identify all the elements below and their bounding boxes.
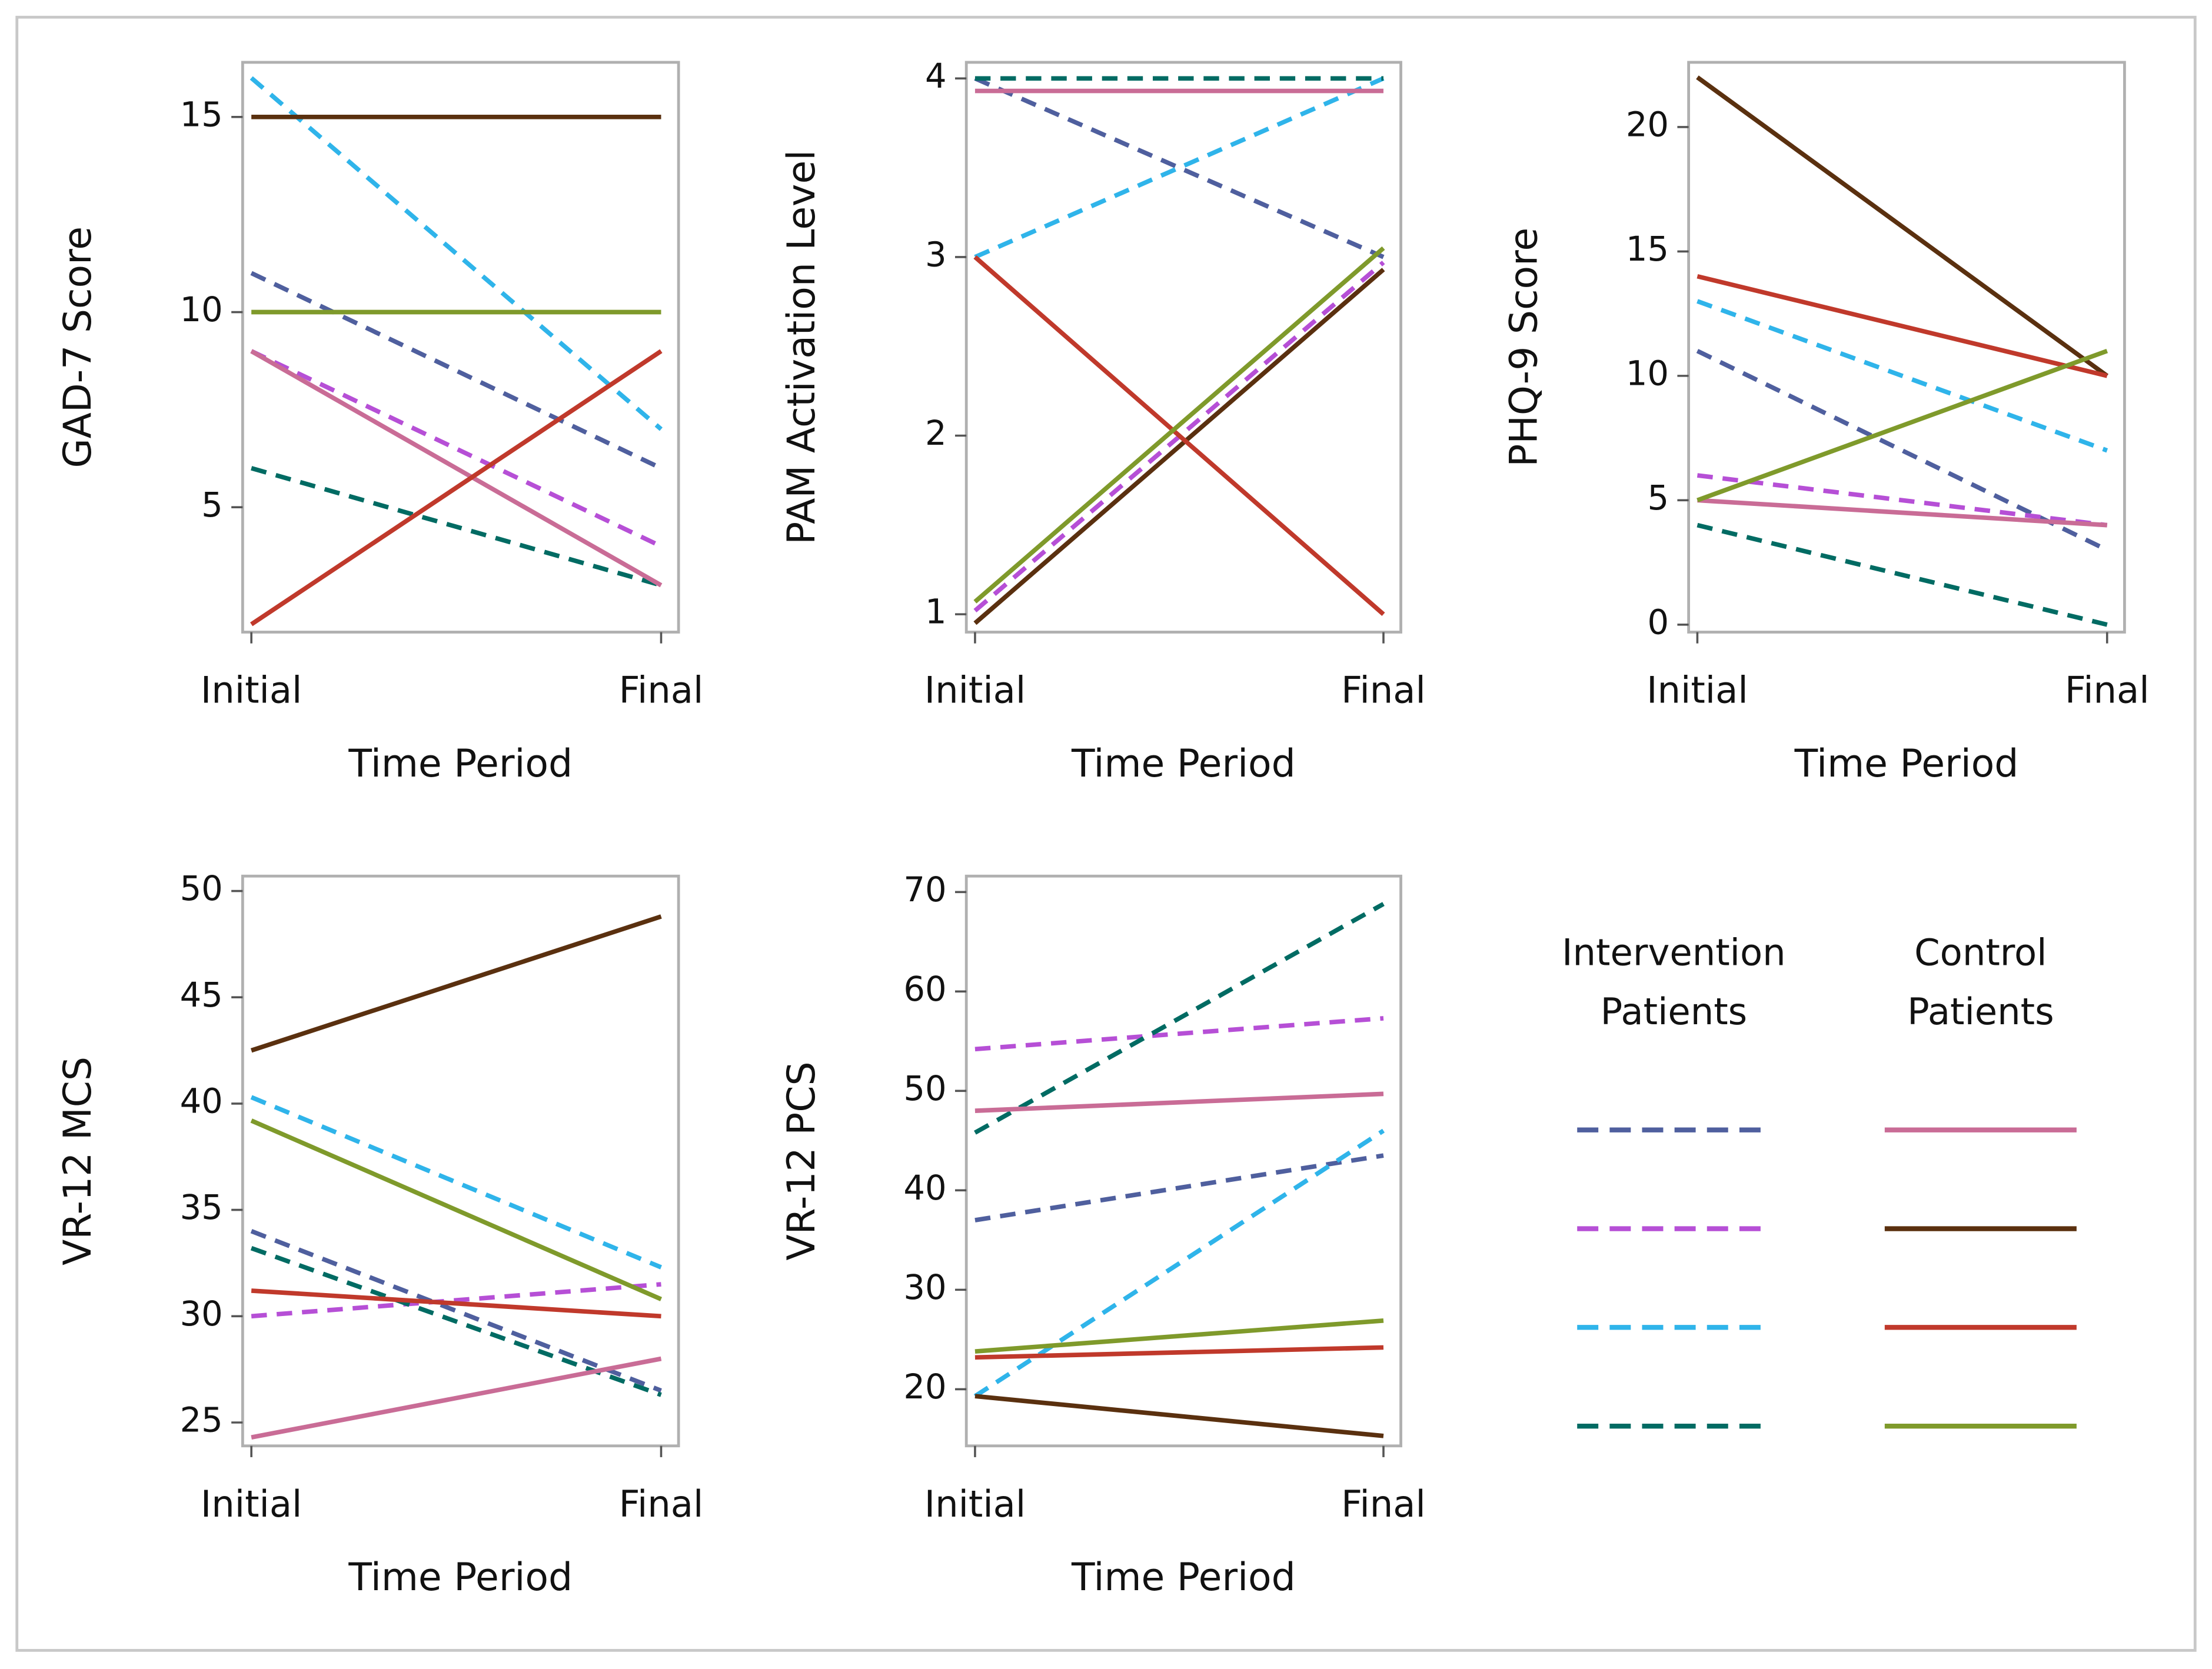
series-line [973, 246, 1385, 604]
series-line [250, 1118, 663, 1301]
series-line [1697, 473, 2108, 528]
x-axis-title: Time Period [348, 742, 573, 786]
legend-header-box: Control Patients [1907, 932, 2054, 1034]
series-line [250, 76, 663, 431]
series-line [974, 1016, 1384, 1052]
series-line [1697, 299, 2108, 453]
y-tick-label: 15 [1626, 229, 1669, 269]
series-line [1697, 498, 2107, 528]
y-tick-label: 20 [1626, 105, 1669, 145]
series-line [974, 1345, 1384, 1360]
legend-header-box: Intervention Patients [1562, 932, 1786, 1034]
series-line [974, 1153, 1384, 1222]
series-line [973, 268, 1385, 625]
y-axis-title: GAD-7 Score [56, 226, 100, 468]
y-tick-label: 70 [903, 870, 946, 910]
subplot: 1 2 3 4 Initial Final Time Period PAM Activatio… [780, 56, 1426, 786]
subplot: 5 10 15 Initial Final Time Period GAD-7 Score [56, 61, 704, 786]
x-tick-label: Initial [1646, 669, 1748, 712]
y-tick-label: 4 [925, 56, 947, 96]
series-line [974, 902, 1385, 1135]
y-tick-label: 45 [180, 975, 223, 1015]
y-tick-label: 20 [903, 1367, 946, 1407]
x-axis-title: Time Period [1794, 742, 2019, 786]
series-line [250, 349, 663, 627]
legend-header: Control Patients [1907, 932, 2054, 1034]
y-tick-label: 5 [201, 485, 223, 525]
x-tick-label: Initial [924, 1483, 1026, 1525]
series-line [251, 1288, 661, 1319]
series-line [973, 255, 1385, 617]
y-tick-label: 60 [903, 970, 946, 1009]
series-line [250, 1229, 662, 1393]
subplot: 20 30 40 50 60 70 Initial Final Time Period VR-12… [780, 870, 1426, 1600]
y-axis-title: VR-12 PCS [780, 1061, 824, 1260]
y-tick-label: 50 [180, 869, 223, 908]
y-axis-title: PAM Activation Level [780, 150, 824, 545]
x-tick-label: Final [619, 669, 704, 712]
series-line [250, 1095, 662, 1270]
y-tick-label: 40 [180, 1082, 223, 1121]
plot-area [964, 61, 1402, 634]
x-tick-label: Final [619, 1483, 704, 1525]
y-tick-label: 30 [903, 1268, 946, 1307]
series-line [1697, 348, 2108, 502]
x-tick-label: Initial [201, 1483, 302, 1525]
y-tick-label: 0 [1647, 602, 1669, 642]
plot-area [1687, 61, 2126, 634]
y-tick-label: 25 [180, 1401, 223, 1440]
legend-header: Intervention Patients [1562, 932, 1786, 1034]
subplot: 25 30 35 40 45 50 Initial Final Time Period VR-12… [56, 869, 703, 1600]
series-line [973, 1128, 1385, 1398]
y-tick-label: 15 [180, 95, 223, 134]
y-axis-title: PHQ-9 Score [1502, 228, 1546, 467]
y-tick-label: 2 [925, 414, 947, 453]
y-tick-label: 10 [1626, 354, 1669, 393]
y-tick-label: 30 [180, 1294, 223, 1334]
series-line [1697, 522, 2108, 627]
y-tick-label: 1 [925, 592, 947, 632]
y-tick-label: 35 [180, 1188, 223, 1227]
series-line [974, 1318, 1384, 1354]
series-line [251, 466, 662, 588]
series-line [1697, 274, 2108, 378]
series-line [974, 1394, 1384, 1438]
series-line [250, 914, 662, 1053]
y-tick-label: 10 [180, 290, 223, 329]
plot-area [241, 61, 680, 634]
series-line [251, 1282, 661, 1319]
x-tick-label: Final [1341, 669, 1426, 712]
x-tick-label: Initial [924, 669, 1026, 712]
x-axis-title: Time Period [1071, 1555, 1296, 1600]
y-tick-label: 40 [903, 1168, 946, 1208]
x-axis-title: Time Period [1071, 742, 1296, 786]
x-tick-label: Final [2065, 669, 2150, 712]
x-tick-label: Initial [201, 669, 302, 712]
y-tick-label: 50 [903, 1069, 946, 1108]
plot-area [241, 874, 680, 1448]
series-line [1696, 75, 2108, 378]
x-tick-label: Final [1341, 1483, 1426, 1525]
y-tick-label: 5 [1647, 478, 1669, 518]
subplot: 0 5 10 15 20 Initial Final Time Period PHQ-9 Sco… [1502, 61, 2150, 786]
x-axis-title: Time Period [348, 1555, 573, 1600]
series-line [251, 1356, 662, 1440]
series-line [250, 349, 663, 588]
series-line [974, 1091, 1384, 1113]
y-axis-title: VR-12 MCS [56, 1057, 100, 1265]
y-tick-label: 3 [925, 235, 947, 275]
